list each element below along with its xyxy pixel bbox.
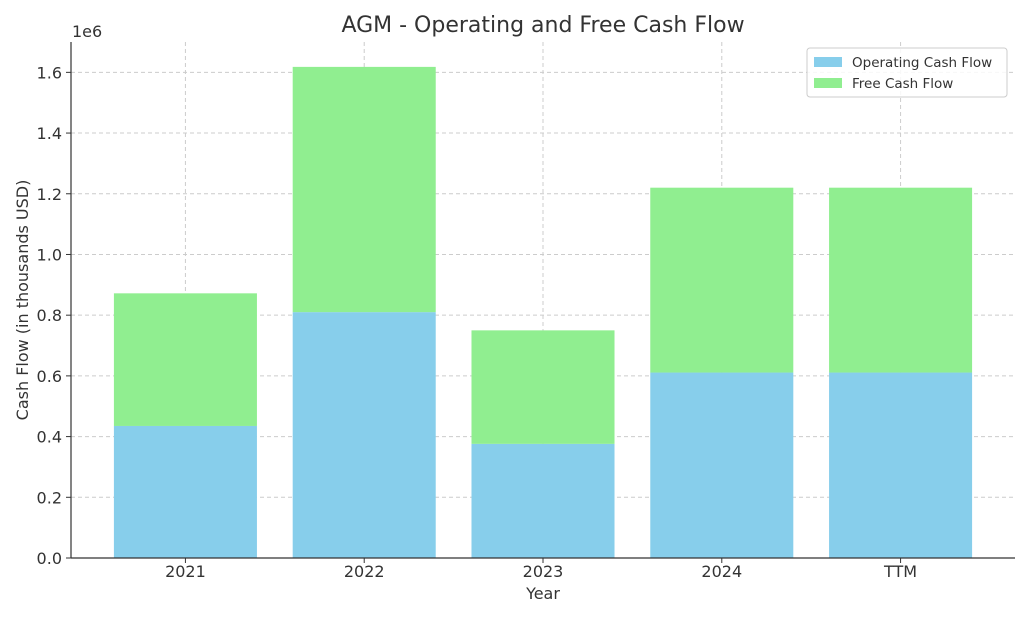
- ticks-layer: 0.0 0.2 0.4 0.6 0.8 1.0 1.2 1.4 1.6 2021 2022 2023 2…: [37, 63, 918, 581]
- y-tick-label: 1.0: [37, 245, 62, 264]
- x-tick-label: TTM: [883, 562, 917, 581]
- x-axis-label: Year: [525, 584, 560, 603]
- bars-layer: [113, 66, 973, 558]
- operating-cash-flow-bar-2021: [113, 425, 257, 558]
- operating-cash-flow-bar-2023: [471, 443, 615, 558]
- y-tick-label: 0.8: [37, 306, 62, 325]
- y-tick-label: 0.2: [37, 488, 62, 507]
- y-tick-label: 0.0: [37, 549, 62, 568]
- legend-swatch: [814, 57, 842, 67]
- free-cash-flow-bar-2024: [650, 187, 794, 373]
- y-tick-label: 1.6: [37, 63, 62, 82]
- x-tick-label: 2023: [523, 562, 564, 581]
- legend-box: [806, 47, 1008, 98]
- operating-cash-flow-bar-2022: [292, 312, 436, 558]
- x-tick-label: 2024: [701, 562, 742, 581]
- legend-label: Free Cash Flow: [852, 76, 953, 92]
- x-tick-label: 2022: [344, 562, 385, 581]
- y-tick-label: 0.4: [37, 428, 62, 447]
- legend: Operating Cash Flow Free Cash Flow: [806, 47, 1008, 98]
- x-tick-label: 2021: [165, 562, 206, 581]
- free-cash-flow-bar-2021: [113, 293, 257, 426]
- y-axis-label: Cash Flow (in thousands USD): [13, 180, 32, 421]
- y-tick-label: 0.6: [37, 367, 62, 386]
- y-multiplier-label: 1e6: [72, 22, 102, 41]
- operating-cash-flow-bar-2024: [650, 372, 794, 558]
- operating-cash-flow-bar-ttm: [829, 372, 973, 558]
- y-tick-label: 1.2: [37, 185, 62, 204]
- free-cash-flow-bar-2022: [292, 66, 436, 313]
- legend-label: Operating Cash Flow: [852, 55, 992, 71]
- free-cash-flow-bar-ttm: [829, 187, 973, 373]
- y-tick-label: 1.4: [37, 124, 62, 143]
- chart-title: AGM - Operating and Free Cash Flow: [341, 13, 744, 38]
- free-cash-flow-bar-2023: [471, 330, 615, 444]
- legend-swatch: [814, 78, 842, 88]
